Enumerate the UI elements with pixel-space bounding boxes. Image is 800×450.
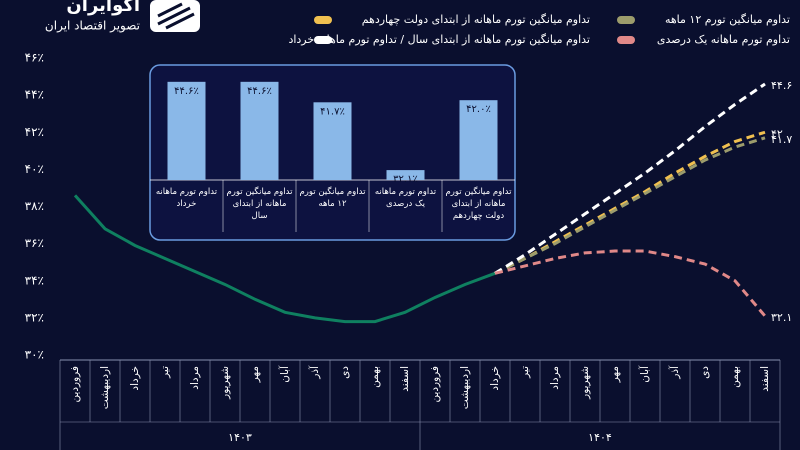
y-tick-label: ۴۴٪ [25,88,44,102]
inset-bar [313,102,352,180]
year-label: ۱۴۰۴ [588,431,612,444]
legend-label: تداوم میانگین تورم ماهانه از ابتدای دولت… [362,13,590,26]
x-tick-label: تیر [159,366,171,379]
inset-category-label: تداوم میانگین تورم ۱۲ ماهه [299,187,366,209]
y-tick-label: ۳۲٪ [25,310,44,324]
x-tick-label: آذر [668,365,681,380]
legend-label: تداوم تورم ماهانه یک درصدی [657,33,790,46]
y-tick-label: ۳۴٪ [25,273,44,287]
legend-label: تداوم میانگین تورم ۱۲ ماهه [665,13,790,26]
inset-category-label: تداوم تورم ماهانه یک درصدی [374,187,437,209]
y-tick-label: ۴۰٪ [25,162,44,176]
x-tick-label: مرداد [549,366,561,390]
inset-category-label: تداوم میانگین تورم ماهانه از ابتدای دولت… [445,187,512,221]
inset-value-label: ۳۲.۱٪ [393,174,418,185]
inset-category: تداوم میانگین تورم ماهانه از ابتدای سال [226,187,293,221]
x-tick-label: اردیبهشت [99,366,111,409]
x-tick-label: بهمن [729,366,741,388]
series-line [73,194,496,324]
x-tick-label: آبان [638,365,651,383]
inset-bar [167,81,206,180]
end-value-label: ۴۱.۷ [771,133,792,146]
end-value-label: ۴۲ [771,127,783,140]
legend-swatch [617,16,635,24]
inset-category: تداوم میانگین تورم ۱۲ ماهه [299,187,366,209]
inset-category-label: تداوم تورم ماهانه خرداد [155,187,218,209]
legend-swatch [314,36,332,44]
brand-subtitle: تصویر اقتصاد ایران [45,19,140,34]
x-tick-label: مهر [249,366,261,383]
year-label: ۱۴۰۳ [228,431,252,444]
brand: اکوایران [66,0,140,16]
x-tick-label: بهمن [369,366,381,388]
end-value-label: ۳۲.۱ [771,311,792,324]
y-tick-label: ۴۲٪ [25,125,44,139]
inset-category: تداوم تورم ماهانه یک درصدی [374,187,437,209]
series-line [494,249,767,317]
series-line [494,136,766,275]
x-tick-label: مهر [609,366,621,383]
inset-value-label: ۴۲.۰٪ [466,104,491,115]
x-tick-label: آبان [278,365,291,383]
inset-category-label: تداوم میانگین تورم ماهانه از ابتدای سال [226,187,293,221]
x-tick-label: اردیبهشت [459,366,471,409]
x-tick-label: خرداد [129,366,141,391]
x-tick-label: دی [699,366,711,379]
logo-icon [157,2,195,30]
inset-value-label: ۴۴.۶٪ [247,86,272,97]
y-tick-label: ۳۶٪ [25,236,44,250]
logo [150,0,200,32]
x-tick-label: شهریور [219,366,231,400]
x-tick-label: مرداد [189,366,201,390]
x-tick-label: آذر [308,365,321,380]
x-tick-label: اسفند [399,366,411,392]
inset-category: تداوم تورم ماهانه خرداد [155,187,218,209]
legend-label: تداوم میانگین تورم ماهانه از ابتدای سال … [288,33,590,46]
y-tick-label: ۳۰٪ [25,348,44,362]
y-tick-label: ۳۸٪ [25,199,44,213]
x-tick-label: خرداد [489,366,501,391]
legend-swatch [314,16,332,24]
inset-category: تداوم میانگین تورم ماهانه از ابتدای دولت… [445,187,512,221]
x-tick-label: اسفند [759,366,771,392]
inset-bar [240,81,279,180]
inset-value-label: ۴۱.۷٪ [320,106,345,117]
y-tick-label: ۴۶٪ [25,51,44,65]
x-tick-label: شهریور [579,366,591,400]
legend-swatch [617,36,635,44]
inset-bar [459,100,498,180]
series-line [494,82,766,275]
inset-bar [386,170,425,180]
x-tick-label: دی [339,366,351,379]
x-tick-label: فروردین [429,366,441,403]
x-tick-label: فروردین [69,366,81,403]
inset-value-label: ۴۴.۶٪ [174,86,199,97]
end-value-label: ۴۴.۶ [771,79,792,92]
x-tick-label: تیر [519,366,531,379]
